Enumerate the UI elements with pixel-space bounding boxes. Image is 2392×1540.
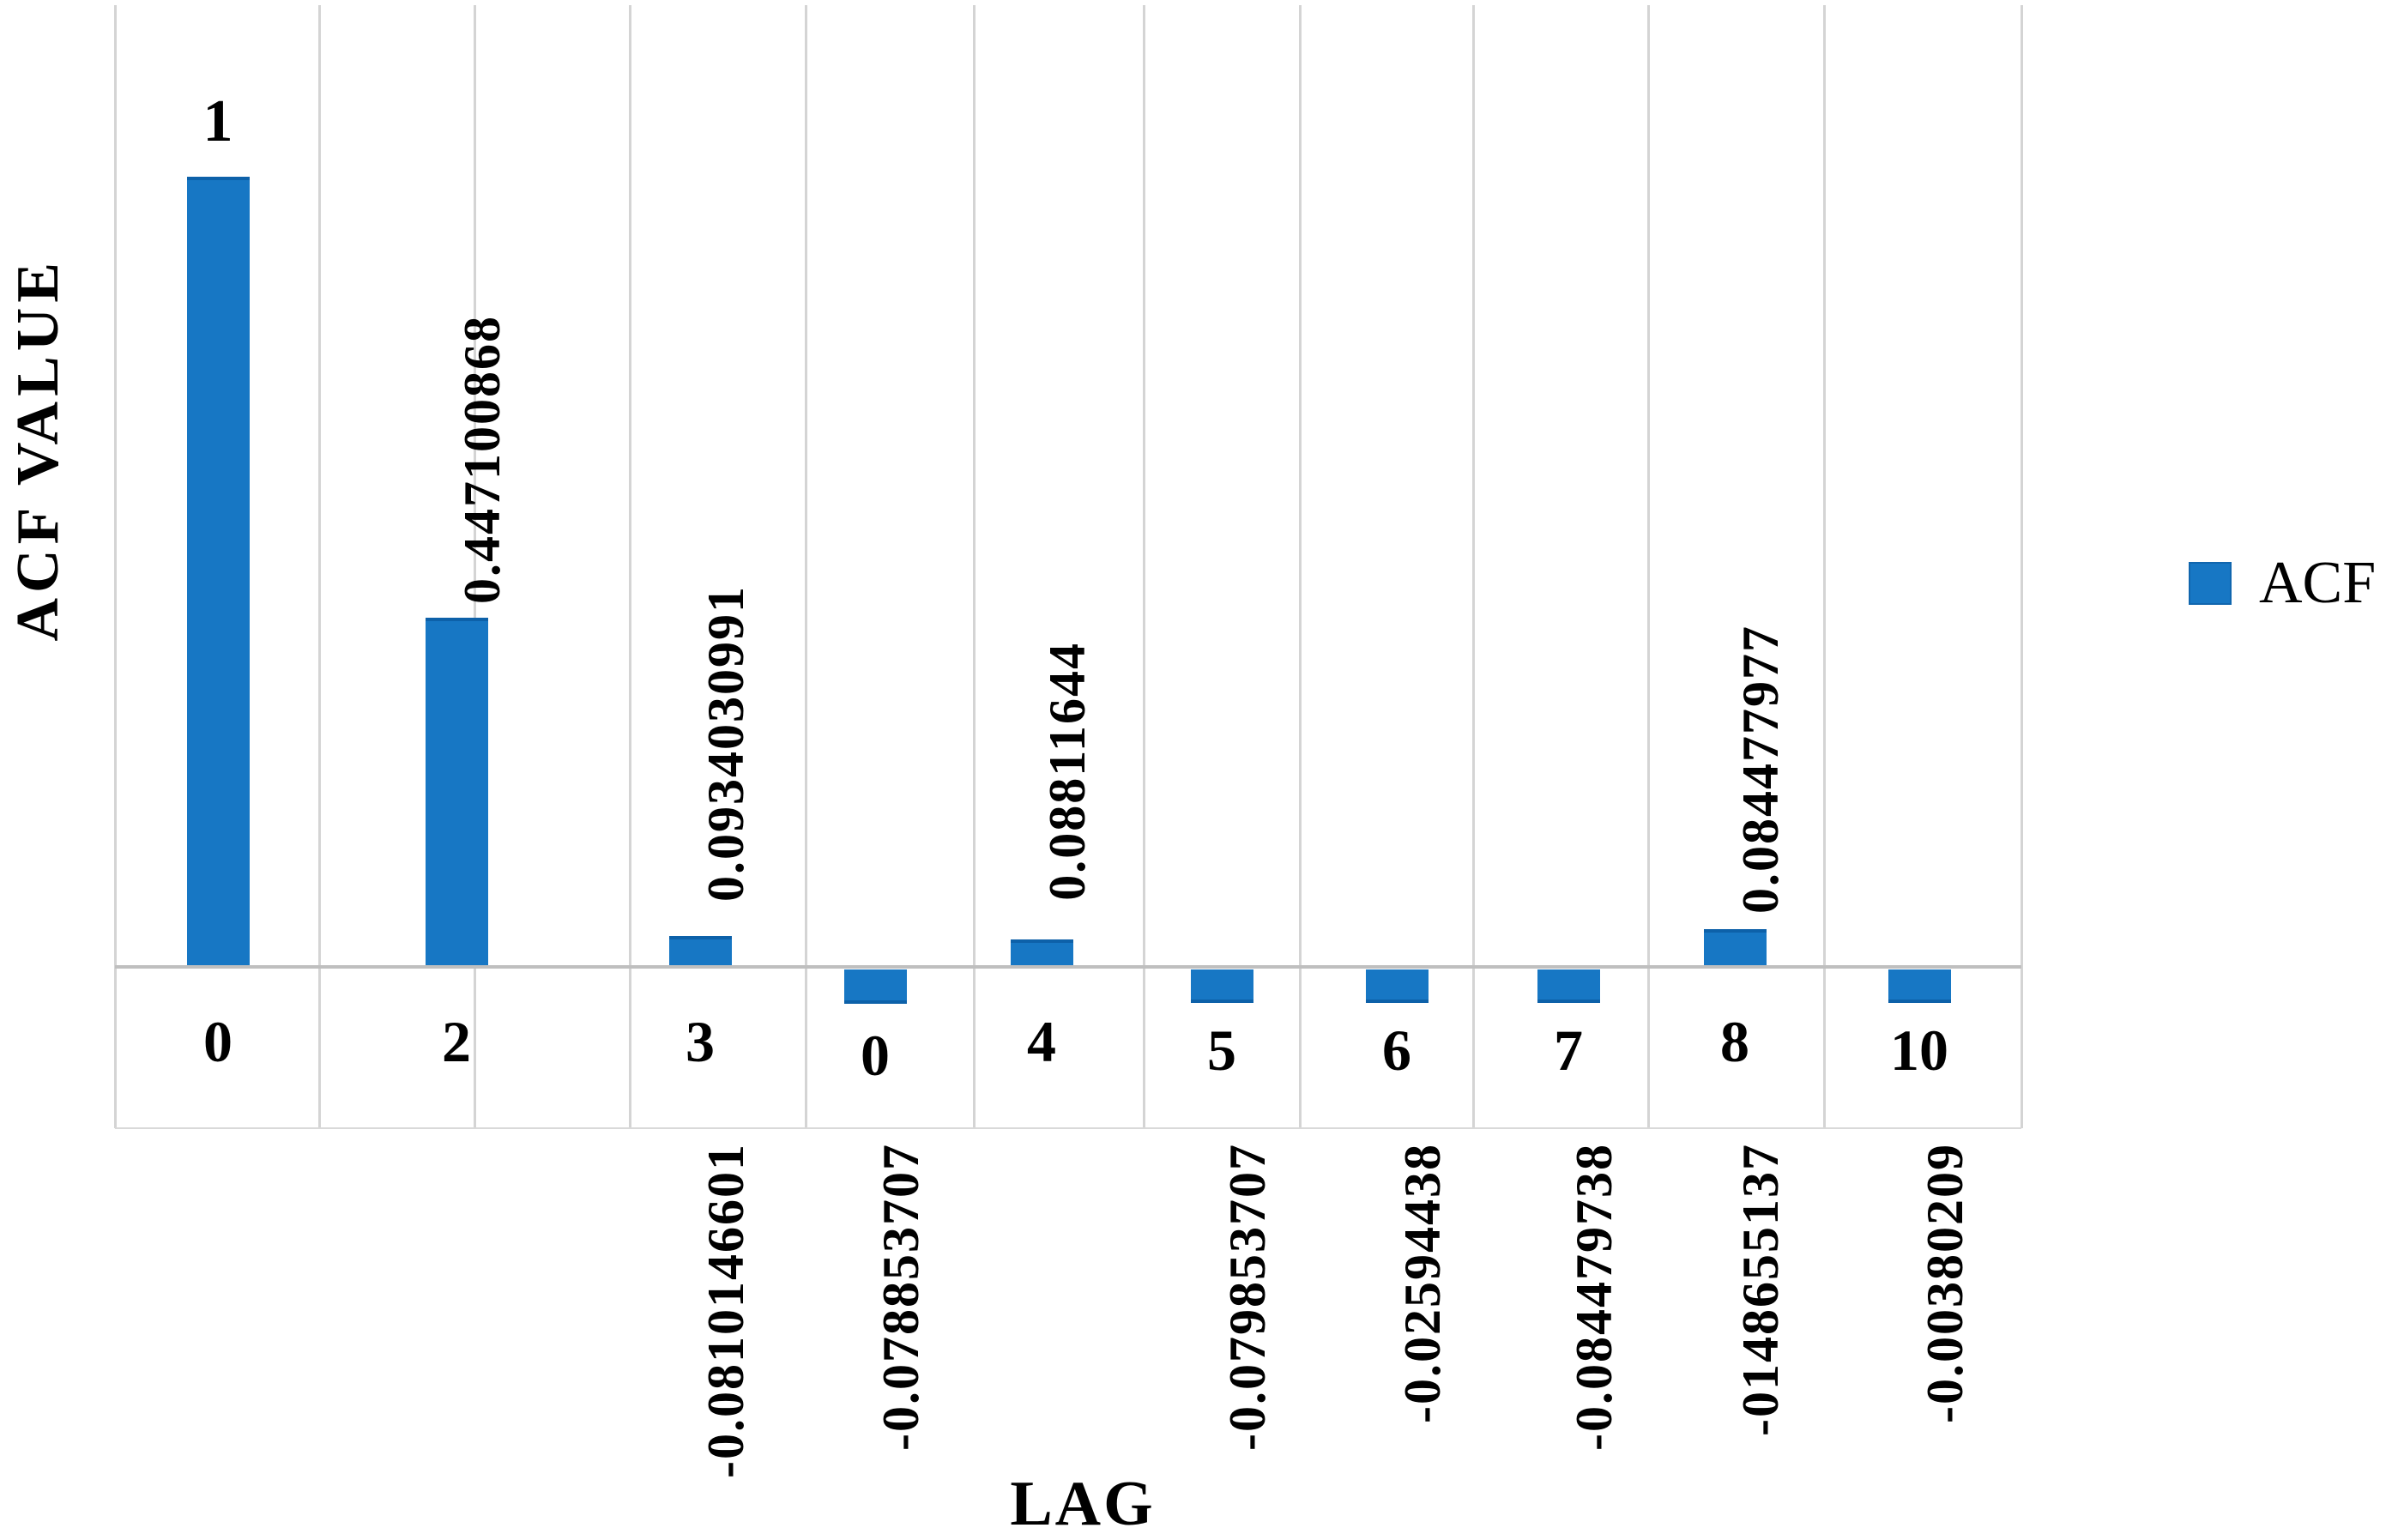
legend-swatch-icon <box>2189 562 2232 605</box>
legend-label: ACF <box>2259 550 2377 616</box>
plot-gridline <box>629 5 631 1128</box>
acf-bar-lag-0 <box>843 969 907 1004</box>
data-label-above: 0.447100868 <box>454 315 510 604</box>
data-label-above: 1 <box>202 88 233 154</box>
plot-gridline <box>1823 5 1826 1128</box>
plot-gridline <box>1299 5 1302 1128</box>
data-label-above: 0.0934030991 <box>698 585 754 902</box>
plot-gridline <box>805 5 807 1128</box>
acf-bar-lag-6 <box>1365 969 1429 1003</box>
x-tick-label: 2 <box>442 1009 471 1074</box>
plot-gridline <box>2021 5 2023 1128</box>
plot-gridline <box>1647 5 1650 1128</box>
plot-gridline <box>973 5 976 1128</box>
data-label-above: 0.08811644 <box>1039 642 1096 901</box>
acf-bar-lag-3 <box>668 936 732 965</box>
plot-gridline <box>474 5 476 1128</box>
plot-gridline <box>114 5 117 1128</box>
x-axis-title: LAG <box>1010 1469 1156 1539</box>
plot-gridline <box>1472 5 1475 1128</box>
acf-bar-lag-2 <box>425 618 488 965</box>
acf-bar-lag-4 <box>1010 939 1073 965</box>
x-tick-label: 7 <box>1554 1018 1583 1083</box>
data-label-below: -0.084479738 <box>1566 1143 1622 1451</box>
x-tick-label: 3 <box>686 1009 715 1074</box>
acf-bar-lag-5 <box>1190 969 1253 1003</box>
data-label-below: -0.0810146601 <box>698 1143 754 1478</box>
acf-bar-lag-7 <box>1537 969 1600 1003</box>
acf-bar-lag-0 <box>186 177 250 965</box>
plot-gridline <box>318 5 321 1128</box>
x-tick-label: 5 <box>1207 1018 1236 1083</box>
data-label-below: -0148655137 <box>1732 1143 1789 1436</box>
acf-bar-lag-8 <box>1703 929 1767 965</box>
data-label-below: -0.078853707 <box>873 1143 929 1451</box>
category-strip-border <box>115 1127 2021 1129</box>
x-tick-label: 8 <box>1720 1009 1749 1074</box>
data-label-below: -0.079853707 <box>1219 1143 1276 1451</box>
data-label-below: -0.02594438 <box>1394 1143 1451 1423</box>
data-label-below: -0.00380209 <box>1917 1143 1973 1423</box>
x-tick-label: 10 <box>1890 1018 1948 1083</box>
x-tick-label: 0 <box>203 1009 233 1074</box>
y-axis-title: ACF VALUE <box>5 257 71 642</box>
acf-bar-lag-10 <box>1888 969 1951 1003</box>
legend: ACF <box>2189 553 2376 613</box>
x-tick-label: 6 <box>1382 1018 1411 1083</box>
x-tick-label: 4 <box>1027 1009 1056 1074</box>
x-axis-zero-line <box>115 965 2021 969</box>
plot-gridline <box>1143 5 1145 1128</box>
data-label-above: 0.084477977 <box>1732 625 1789 914</box>
x-tick-label: 0 <box>861 1023 890 1088</box>
